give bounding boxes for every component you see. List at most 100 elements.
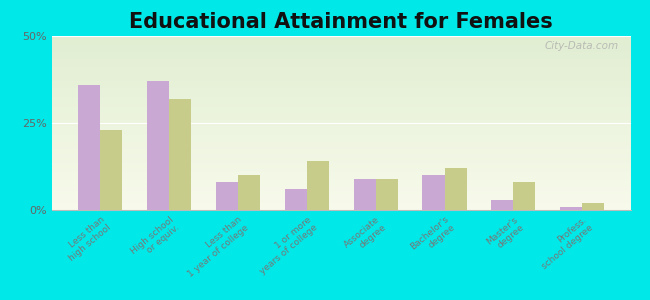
Bar [52,161,630,163]
Bar [52,36,630,38]
Bar [52,81,630,83]
Bar [52,38,630,40]
Bar [52,62,630,64]
Bar [52,147,630,149]
Bar [52,177,630,179]
Bar [52,167,630,168]
Bar [52,172,630,173]
Title: Educational Attainment for Females: Educational Attainment for Females [129,12,553,32]
Bar [147,81,169,210]
Bar [52,184,630,186]
Bar [52,206,630,208]
Bar [52,85,630,86]
Bar [52,48,630,50]
Bar [52,153,630,154]
Bar [52,154,630,156]
Bar [52,43,630,45]
Bar [52,151,630,153]
Bar [238,175,260,210]
Bar [52,146,630,147]
Bar [52,111,630,112]
Bar [52,64,630,66]
Bar [52,127,630,128]
Bar [52,74,630,76]
Bar [52,188,630,189]
Bar [52,90,630,92]
Bar [52,121,630,123]
Bar [52,83,630,85]
Bar [52,160,630,161]
Bar [52,168,630,170]
Bar [354,179,376,210]
Bar [52,198,630,200]
Bar [52,60,630,62]
Legend: Penrod, Kentucky: Penrod, Kentucky [235,296,448,300]
Bar [52,175,630,177]
Bar [52,95,630,97]
Bar [52,186,630,188]
Bar [52,163,630,165]
Bar [52,205,630,206]
Bar [52,149,630,151]
Bar [52,78,630,80]
Bar [52,142,630,144]
Bar [445,168,467,210]
Bar [52,203,630,205]
Bar [52,93,630,95]
Bar [52,144,630,146]
Bar [52,165,630,167]
Bar [52,156,630,158]
Bar [52,46,630,48]
Bar [52,173,630,175]
Bar [52,180,630,182]
Bar [307,161,329,210]
Bar [52,114,630,116]
Bar [52,67,630,69]
Bar [52,109,630,111]
Bar [52,196,630,198]
Bar [52,58,630,60]
Bar [52,73,630,74]
Bar [52,112,630,114]
Bar [52,134,630,135]
Bar [52,53,630,55]
Bar [52,102,630,104]
Bar [52,135,630,137]
Bar [78,85,100,210]
Bar [52,201,630,203]
Bar [52,130,630,132]
Bar [52,139,630,140]
Bar [52,140,630,142]
Bar [52,194,630,196]
Bar [52,71,630,73]
Bar [52,50,630,52]
Bar [52,200,630,201]
Bar [52,88,630,90]
Bar [52,170,630,172]
Bar [52,92,630,93]
Bar [52,137,630,139]
Bar [52,123,630,125]
Text: City-Data.com: City-Data.com [545,41,619,51]
Bar [52,193,630,194]
Bar [169,99,191,210]
Bar [52,66,630,67]
Bar [52,106,630,107]
Bar [560,206,582,210]
Bar [52,76,630,78]
Bar [422,175,445,210]
Bar [52,179,630,180]
Bar [52,104,630,106]
Bar [52,52,630,53]
Bar [52,40,630,41]
Bar [376,179,398,210]
Bar [52,116,630,118]
Bar [52,119,630,121]
Bar [52,208,630,210]
Bar [491,200,514,210]
Bar [52,45,630,46]
Bar [582,203,604,210]
Bar [52,57,630,58]
Bar [52,107,630,109]
Bar [52,118,630,119]
